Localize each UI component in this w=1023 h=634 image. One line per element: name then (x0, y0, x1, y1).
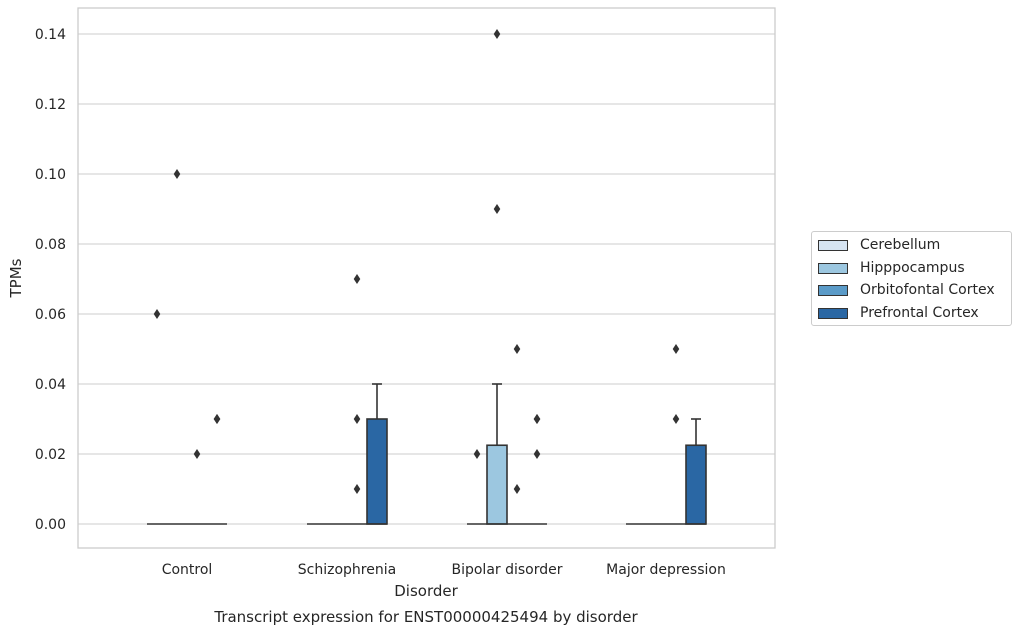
y-tick-label: 0.10 (35, 167, 66, 183)
y-tick-label: 0.04 (35, 377, 66, 393)
plot-frame (77, 7, 776, 549)
outlier-points (153, 29, 680, 494)
x-tick-labels: Control Schizophrenia Bipolar disorder Majo… (162, 562, 726, 578)
x-tick-label: Bipolar disorder (451, 562, 562, 578)
outlier-point (672, 414, 680, 424)
y-tick-label: 0.14 (35, 27, 66, 43)
legend-item-prefrontal-cortex: Prefrontal Cortex (818, 303, 979, 323)
legend-label: Prefrontal Cortex (860, 305, 979, 321)
outlier-point (213, 414, 221, 424)
outlier-point (493, 29, 501, 39)
legend-item-orbitofrontal-cortex: Orbitofontal Cortex (818, 280, 995, 300)
legend: Cerebellum Hipppocampus Orbitofontal Cor… (811, 231, 1012, 326)
legend-item-cerebellum: Cerebellum (818, 235, 940, 255)
box (486, 444, 508, 525)
outlier-point (513, 484, 521, 494)
box-3-3 (685, 418, 707, 525)
outlier-point (533, 449, 541, 459)
gridlines (78, 33, 775, 525)
outlier-point (493, 204, 501, 214)
box (685, 444, 707, 525)
outlier-point (153, 309, 161, 319)
legend-swatch-cerebellum (818, 239, 848, 251)
y-tick-label: 0.08 (35, 237, 66, 253)
outlier-point (672, 344, 680, 354)
x-tick-label: Schizophrenia (298, 562, 396, 578)
x-tick-label: Major depression (606, 562, 726, 578)
legend-label: Cerebellum (860, 237, 941, 253)
outlier-point (353, 484, 361, 494)
y-axis-title: TPMs (7, 258, 25, 298)
y-tick-label: 0.06 (35, 307, 66, 323)
legend-swatch-hippocampus (818, 262, 848, 274)
legend-label: Orbitofontal Cortex (860, 282, 995, 298)
box-plot-series (147, 383, 707, 525)
outlier-point (193, 449, 201, 459)
outlier-point (353, 274, 361, 284)
y-tick-label: 0.00 (35, 517, 66, 533)
x-axis-title: Disorder (394, 582, 458, 600)
outlier-point (173, 169, 181, 179)
x-tick-label: Control (162, 562, 213, 578)
y-tick-label: 0.02 (35, 447, 66, 463)
legend-item-hippocampus: Hipppocampus (818, 258, 965, 278)
outlier-point (533, 414, 541, 424)
outlier-point (513, 344, 521, 354)
box-1-2 (486, 383, 508, 525)
y-tick-labels: 0.00 0.02 0.04 0.06 0.08 0.10 0.12 0.14 (35, 27, 66, 533)
outlier-point (473, 449, 481, 459)
legend-swatch-prefrontal-cortex (818, 307, 848, 319)
legend-label: Hipppocampus (860, 260, 965, 276)
legend-swatch-orbitofrontal-cortex (818, 284, 848, 296)
box-3-1 (366, 383, 388, 525)
outlier-point (353, 414, 361, 424)
box (366, 418, 388, 525)
chart-title: Transcript expression for ENST0000042549… (213, 608, 638, 626)
y-tick-label: 0.12 (35, 97, 66, 113)
